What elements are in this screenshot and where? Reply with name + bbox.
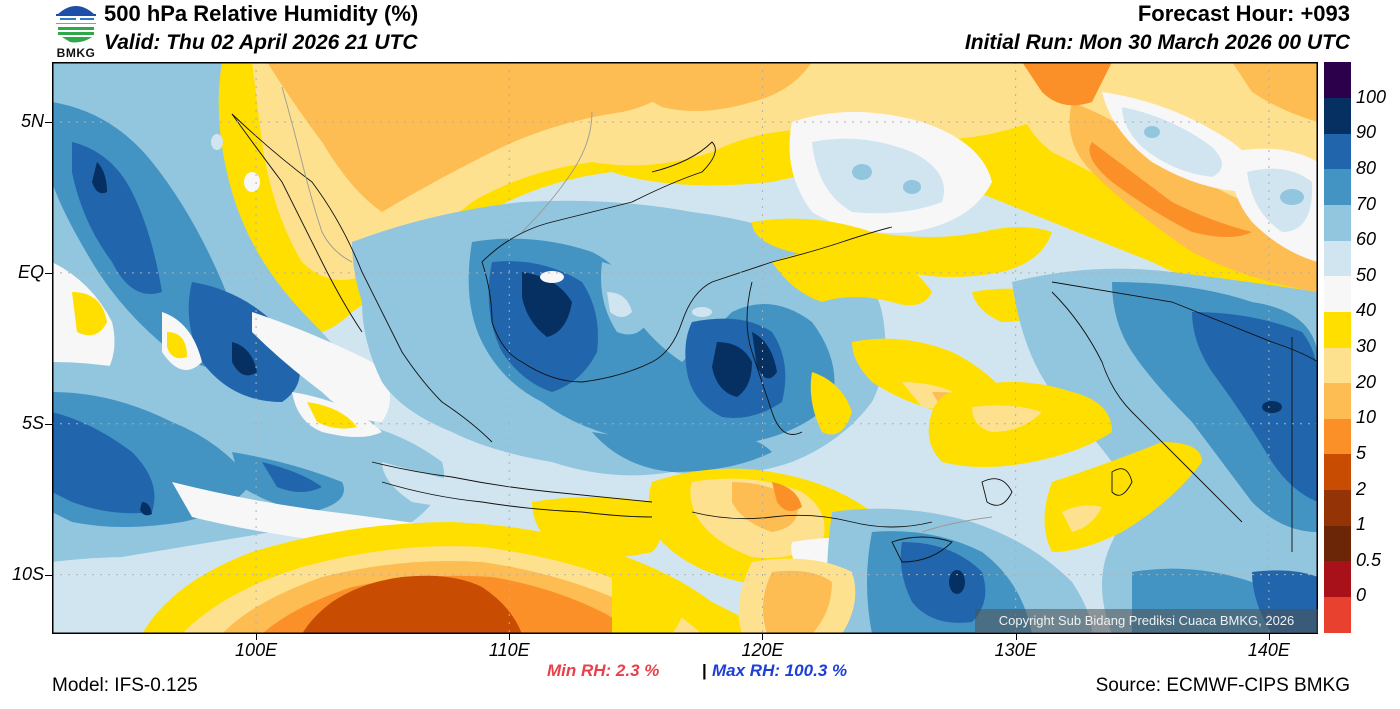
colorbar-label: 40 xyxy=(1356,300,1377,321)
x-tick-label: 120E xyxy=(741,640,784,660)
colorbar-segment xyxy=(1324,204,1351,241)
y-tick xyxy=(45,423,52,425)
humidity-field xyxy=(52,62,1318,634)
data-source: Source: ECMWF-CIPS BMKG xyxy=(1095,675,1350,696)
forecast-hour: Forecast Hour: +093 xyxy=(1137,1,1350,26)
y-tick-label: 5N xyxy=(20,111,44,132)
x-tick xyxy=(1015,634,1017,640)
valid-time: Valid: Thu 02 April 2026 21 UTC xyxy=(104,31,418,54)
bmkg-logo: BMKG xyxy=(52,0,100,62)
colorbar-label: 50 xyxy=(1356,264,1377,285)
colorbar-segment xyxy=(1324,275,1351,312)
colorbar-segment xyxy=(1324,382,1351,419)
colorbar-label: 10 xyxy=(1356,407,1377,428)
map-frame xyxy=(52,62,1318,634)
min-rh: Min RH: 2.3 % xyxy=(547,661,660,680)
colorbar-segment xyxy=(1324,560,1351,597)
colorbar-label: 80 xyxy=(1356,157,1377,178)
colorbar-label: 20 xyxy=(1356,371,1377,392)
x-tick xyxy=(509,634,511,640)
colorbar-label: 70 xyxy=(1356,193,1377,214)
x-tick-label: 130E xyxy=(994,640,1037,660)
logo-text: BMKG xyxy=(56,46,96,60)
colorbar-segment xyxy=(1324,347,1351,384)
model-name: Model: IFS-0.125 xyxy=(52,675,198,696)
x-tick xyxy=(762,634,764,640)
y-tick-label: 10S xyxy=(11,563,44,584)
y-tick xyxy=(45,574,52,576)
map-title: 500 hPa Relative Humidity (%) xyxy=(104,1,419,26)
colorbar-segment xyxy=(1324,62,1351,99)
x-tick-label: 110E xyxy=(488,640,530,660)
rh-separator: | xyxy=(702,661,707,680)
humidity-map xyxy=(52,62,1318,634)
colorbar-segment xyxy=(1324,525,1351,562)
y-tick-label: EQ xyxy=(17,261,44,282)
bmkg-emblem-icon xyxy=(56,6,96,43)
colorbar-segment xyxy=(1324,418,1351,455)
neighbor-borders xyxy=(281,86,993,533)
colorbar-label: 2 xyxy=(1356,478,1367,499)
colorbar-segment xyxy=(1324,453,1351,490)
y-tick-label: 5S xyxy=(21,412,44,433)
colorbar-label: 0.5 xyxy=(1356,549,1382,570)
colorbar-label: 0 xyxy=(1356,585,1367,606)
max-rh: Max RH: 100.3 % xyxy=(712,661,848,680)
coastlines xyxy=(231,113,1318,563)
colorbar-segment xyxy=(1324,97,1351,134)
x-tick-label: 140E xyxy=(1247,640,1290,660)
colorbar-segment xyxy=(1324,133,1351,170)
colorbar-label: 90 xyxy=(1356,122,1377,143)
colorbar-segment xyxy=(1324,168,1351,205)
x-tick xyxy=(256,634,258,640)
x-tick-label: 100E xyxy=(235,640,278,660)
colorbar-label: 100 xyxy=(1356,86,1387,107)
colorbar-segment xyxy=(1324,489,1351,526)
colorbar-segment xyxy=(1324,311,1351,348)
colorbar-segment xyxy=(1324,596,1351,633)
colorbar-label: 1 xyxy=(1356,514,1367,535)
initial-run: Initial Run: Mon 30 March 2026 00 UTC xyxy=(964,31,1350,54)
colorbar-label: 5 xyxy=(1356,442,1367,463)
copyright-notice: Copyright Sub Bidang Prediksi Cuaca BMKG… xyxy=(975,609,1318,633)
y-tick xyxy=(45,122,52,124)
y-tick xyxy=(45,272,52,274)
colorbar-segment xyxy=(1324,240,1351,277)
colorbar-label: 30 xyxy=(1356,336,1377,356)
x-tick xyxy=(1268,634,1270,640)
gridlines xyxy=(52,62,1318,634)
colorbar-label: 60 xyxy=(1356,229,1377,250)
